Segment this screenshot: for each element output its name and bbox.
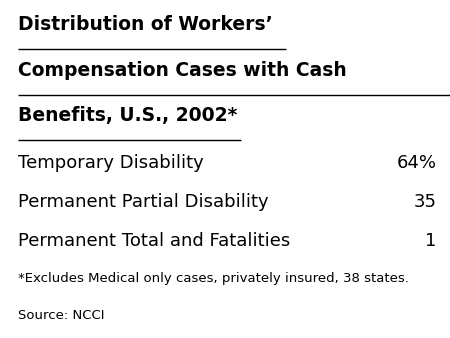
Text: Benefits, U.S., 2002*: Benefits, U.S., 2002* <box>18 106 238 125</box>
Text: Distribution of Workers’: Distribution of Workers’ <box>18 15 273 34</box>
Text: Temporary Disability: Temporary Disability <box>18 154 204 172</box>
Text: Permanent Partial Disability: Permanent Partial Disability <box>18 193 269 211</box>
Text: 64%: 64% <box>396 154 436 172</box>
Text: Source: NCCI: Source: NCCI <box>18 309 104 322</box>
Text: Permanent Total and Fatalities: Permanent Total and Fatalities <box>18 232 290 249</box>
Text: 35: 35 <box>414 193 436 211</box>
Text: Compensation Cases with Cash: Compensation Cases with Cash <box>18 61 347 80</box>
Text: 1: 1 <box>425 232 436 249</box>
Text: *Excludes Medical only cases, privately insured, 38 states.: *Excludes Medical only cases, privately … <box>18 272 409 285</box>
